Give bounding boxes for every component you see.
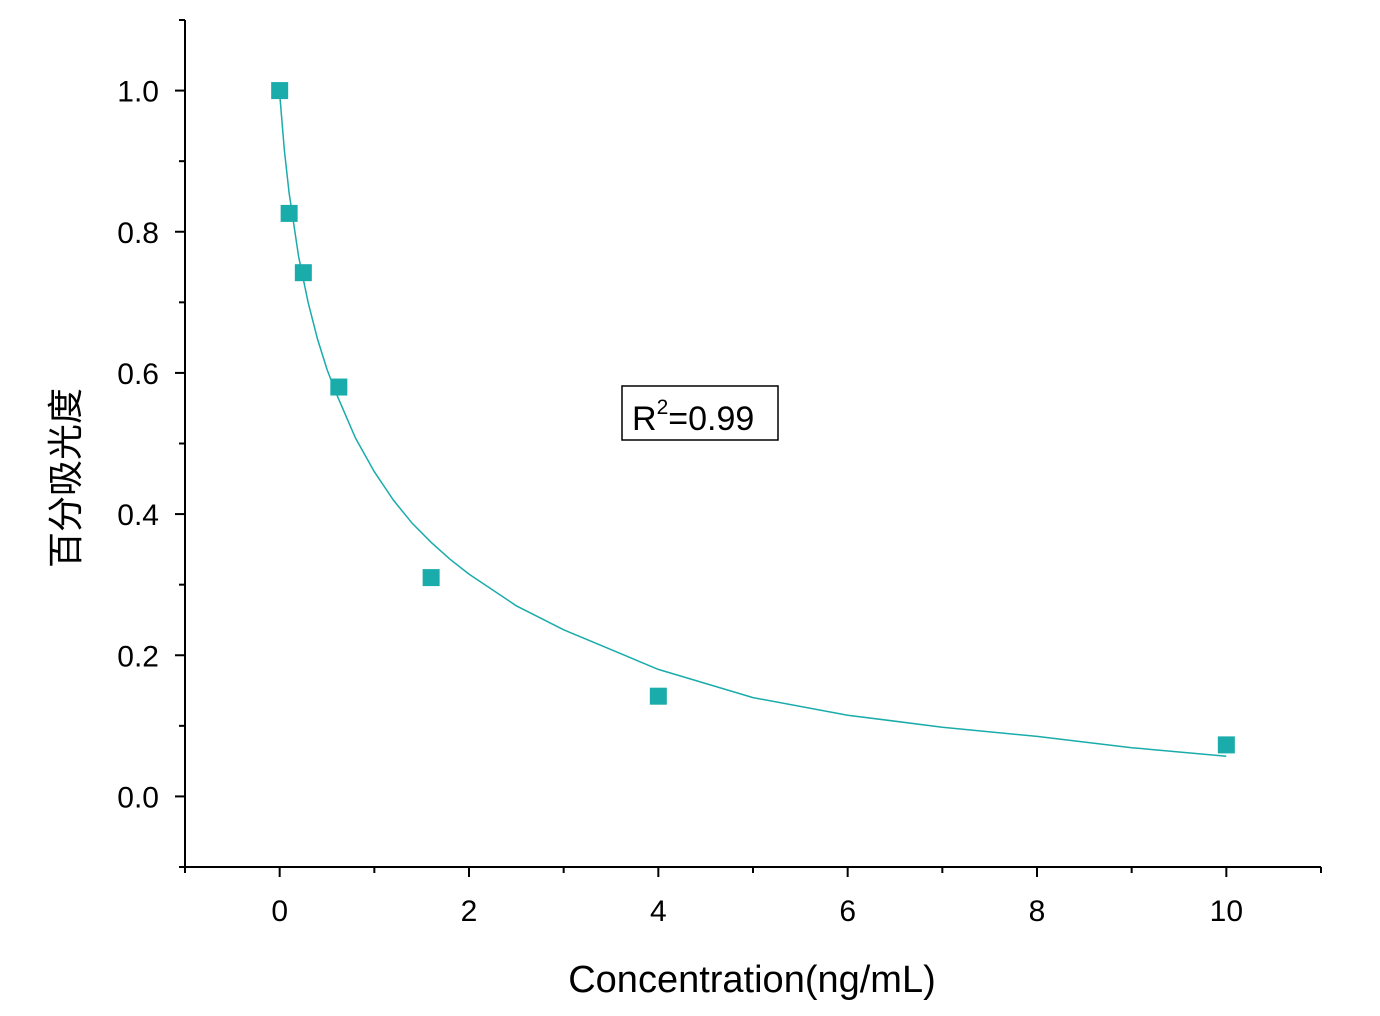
data-point — [280, 204, 298, 222]
axes: 0 2 4 6 8 10 0.0 0.2 0.4 0.6 0.8 1.0 — [117, 19, 1322, 928]
annotation-superscript: 2 — [657, 396, 669, 419]
data-point — [649, 687, 667, 705]
y-tick-label: 0.2 — [117, 640, 159, 673]
r-squared-annotation: R2=0.99 — [621, 385, 779, 441]
y-tick-label: 0.4 — [117, 499, 159, 532]
data-point — [330, 378, 348, 396]
x-tick-label: 10 — [1210, 895, 1243, 928]
x-axis-title: Concentration(ng/mL) — [568, 959, 936, 1001]
x-tick-label: 8 — [1029, 895, 1046, 928]
annotation-box — [621, 385, 779, 441]
y-tick-label: 0.6 — [117, 358, 159, 391]
fit-curve — [278, 94, 1227, 757]
data-point — [271, 82, 289, 100]
data-point — [422, 569, 440, 587]
x-tick-label: 0 — [271, 895, 288, 928]
y-tick-label: 1.0 — [117, 76, 159, 109]
data-points — [271, 82, 1235, 754]
y-tick-label: 0.8 — [117, 217, 159, 250]
annotation-r: R — [632, 400, 657, 438]
y-tick-label: 0.0 — [117, 781, 159, 814]
y-axis-title: 百分吸光度 — [46, 388, 87, 568]
annotation-text: R2=0.99 — [632, 396, 754, 438]
data-point — [1217, 736, 1235, 754]
data-point — [294, 264, 312, 282]
x-tick-label: 4 — [650, 895, 667, 928]
fit-curve-layer — [278, 94, 1227, 757]
x-tick-label: 6 — [839, 895, 856, 928]
x-tick-label: 2 — [461, 895, 478, 928]
annotation-value: =0.99 — [668, 400, 754, 438]
